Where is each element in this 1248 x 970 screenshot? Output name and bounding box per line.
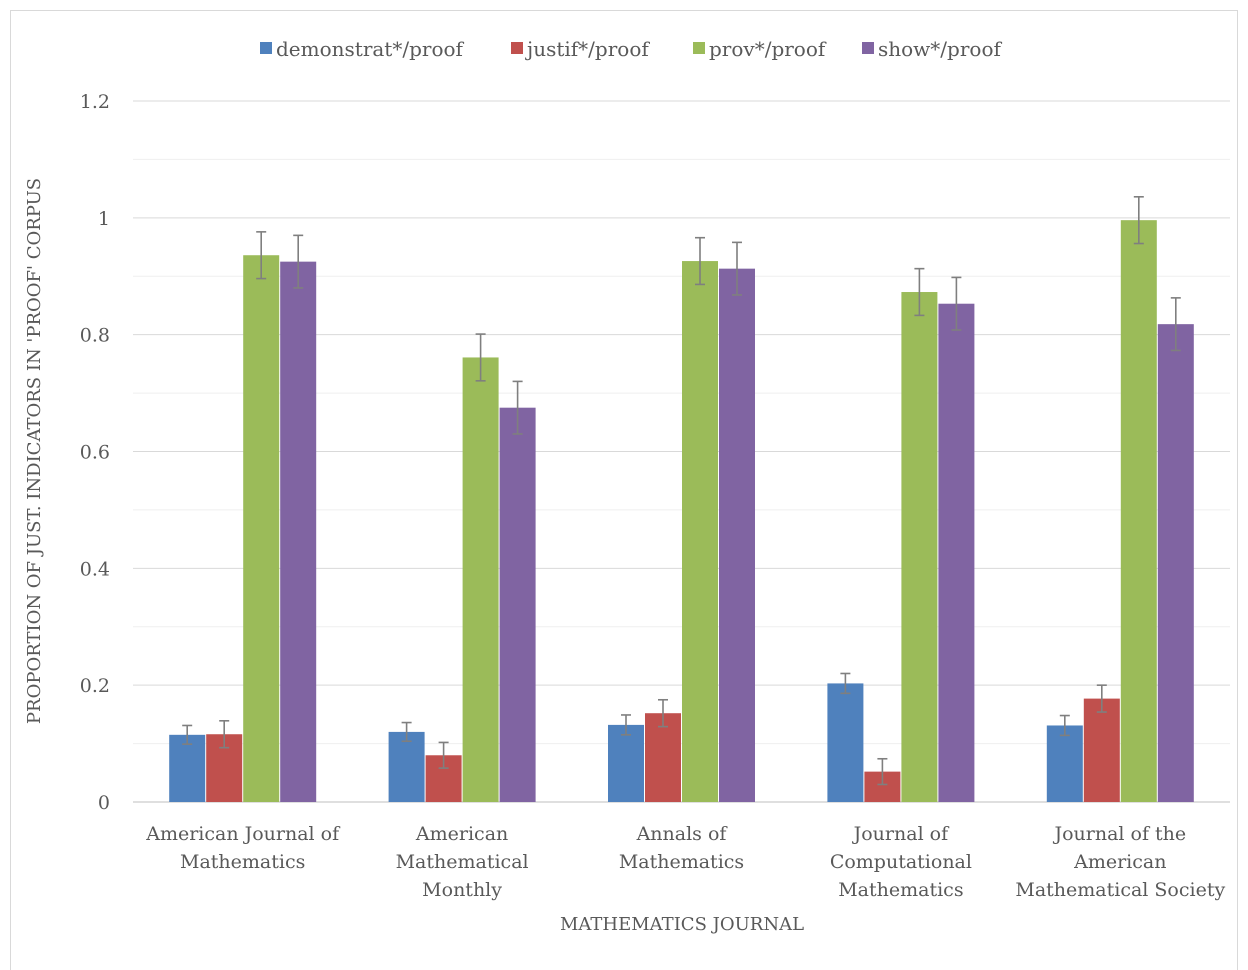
legend-label: demonstrat*/proof (276, 37, 465, 61)
bar-3-1 (499, 407, 536, 802)
bar-0-2 (608, 724, 644, 802)
y-tick-label: 0.8 (80, 325, 110, 347)
bar-1-2 (645, 713, 681, 802)
bar-2-2 (682, 261, 718, 803)
bar-0-4 (1046, 725, 1083, 802)
bar-1-4 (1083, 698, 1120, 802)
error-bar (732, 241, 742, 296)
legend-swatch (260, 42, 272, 54)
error-bar (293, 234, 304, 289)
error-bar (182, 724, 193, 745)
x-category-label: Annals of Mathematics (619, 823, 744, 873)
error-bar (475, 333, 486, 382)
legend-entry: demonstrat*/proof (260, 37, 465, 61)
bar-3-2 (719, 268, 755, 802)
x-axis-title: MATHEMATICS JOURNAL (560, 914, 804, 935)
legend: demonstrat*/proof justif*/proof prov*/proo… (260, 37, 1002, 61)
x-category-labels: American Journal of Mathematics American Ma… (145, 823, 1225, 901)
legend-swatch (511, 42, 523, 54)
error-bar (512, 380, 523, 435)
error-bar (219, 720, 230, 749)
legend-label: show*/proof (878, 37, 1002, 61)
y-tick-label: 1 (98, 208, 110, 230)
y-tick-label: 0 (98, 792, 110, 814)
bar-2-4 (1120, 220, 1157, 803)
x-category-label: Journal of Computational Mathematics (830, 823, 972, 901)
bar-2-3 (901, 292, 938, 802)
y-tick-label: 0.2 (80, 675, 110, 697)
error-bar (1170, 297, 1181, 352)
legend-swatch (862, 42, 874, 54)
bars (169, 220, 1194, 803)
error-bar (401, 721, 412, 743)
error-bar (877, 757, 888, 786)
error-bar (1133, 196, 1144, 245)
bar-3-4 (1157, 324, 1194, 802)
error-bar (658, 698, 668, 728)
bar-2-1 (462, 357, 499, 802)
error-bar (914, 267, 925, 317)
bar-0-3 (827, 683, 864, 802)
x-category-label: Journal of the American Mathematical Socie… (1015, 823, 1225, 901)
y-axis-title: PROPORTION OF JUST. INDICATORS IN 'PROOF… (24, 178, 45, 724)
legend-entry: prov*/proof (693, 37, 827, 61)
error-bar (256, 231, 267, 280)
legend-label: justif*/proof (525, 37, 650, 61)
error-bar (1096, 684, 1107, 713)
error-bars (182, 196, 1181, 786)
error-bar (695, 236, 705, 286)
error-bar (840, 672, 851, 695)
error-bar (951, 276, 962, 331)
bar-0-1 (388, 731, 425, 802)
legend-entry: show*/proof (862, 37, 1002, 61)
chart-frame (10, 10, 1238, 970)
error-bar (438, 741, 449, 769)
error-bar (1059, 714, 1070, 737)
y-tick-labels: 0 0.2 0.4 0.6 0.8 1 1.2 (80, 91, 110, 814)
legend-entry: justif*/proof (511, 37, 650, 61)
bar-3-3 (938, 303, 975, 802)
legend-label: prov*/proof (709, 37, 827, 61)
bar-0-0 (169, 734, 206, 802)
legend-swatch (693, 42, 705, 54)
x-category-label: American Journal of Mathematics (145, 823, 341, 873)
bar-2-0 (243, 255, 280, 803)
error-bar (621, 714, 631, 736)
bar-3-0 (280, 261, 317, 802)
y-tick-label: 0.6 (80, 442, 110, 464)
x-category-label: American Mathematical Monthly (396, 823, 529, 901)
y-tick-label: 1.2 (80, 91, 110, 113)
y-tick-label: 0.4 (80, 558, 110, 580)
